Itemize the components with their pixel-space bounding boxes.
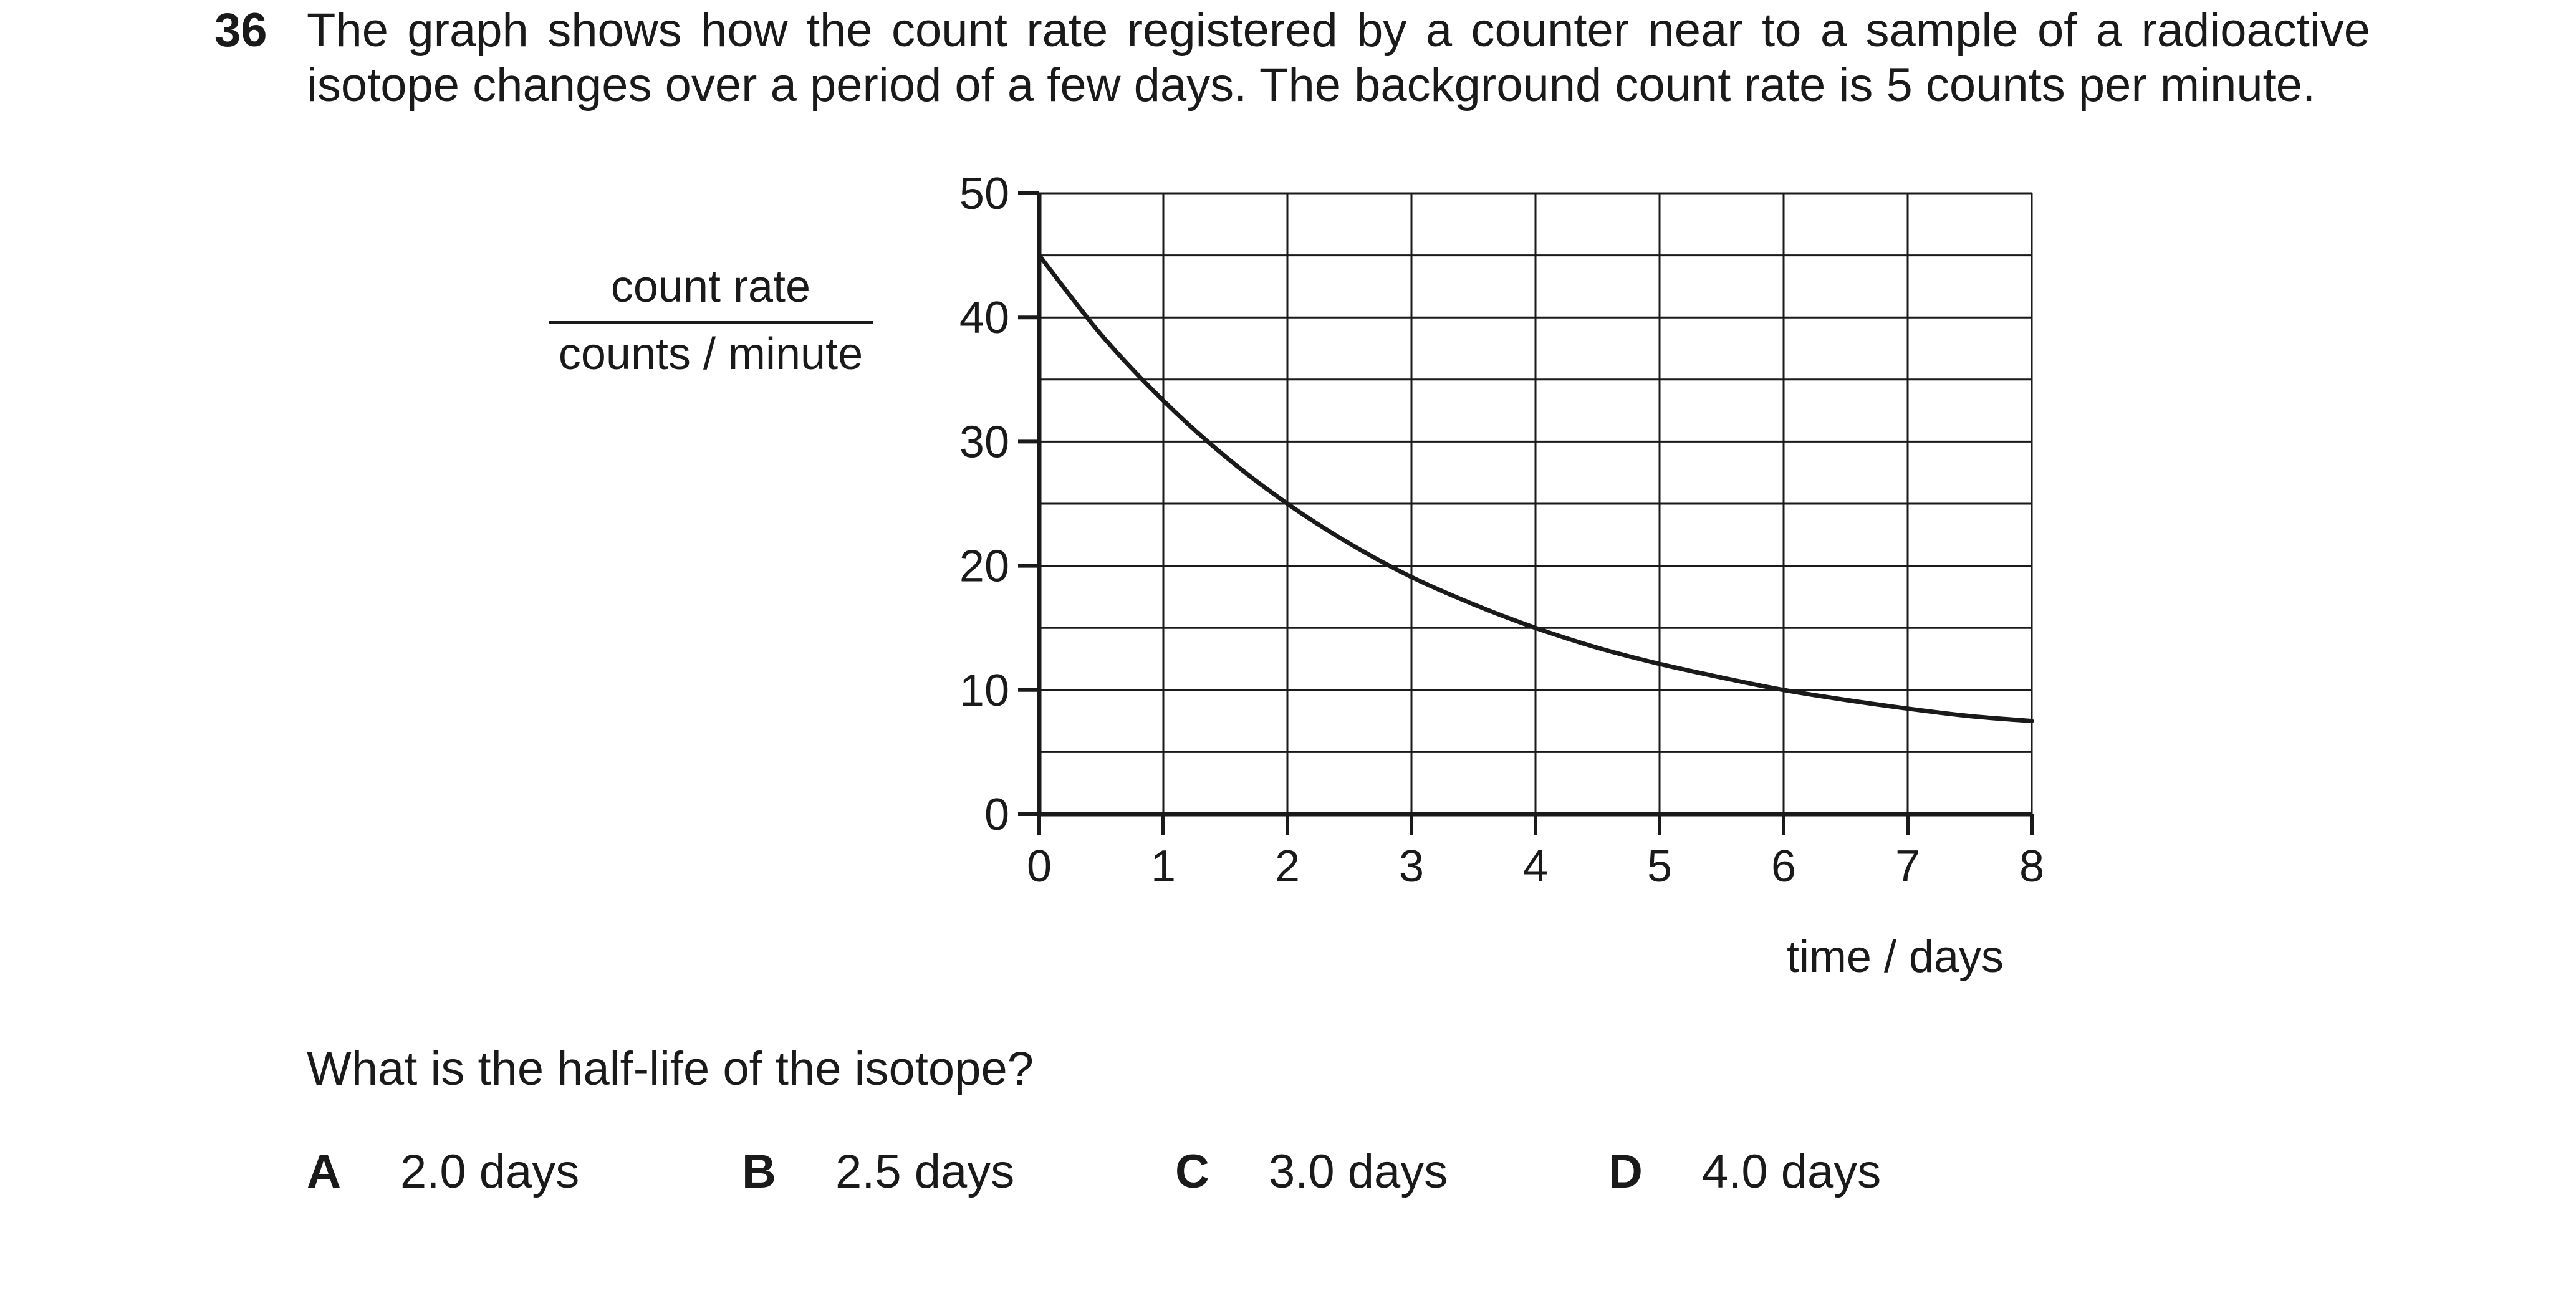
x-tick-label: 5	[1647, 842, 1672, 891]
option-c-letter: C	[1175, 1145, 1209, 1198]
y-tick-label: 50	[959, 169, 1009, 219]
x-tick-label: 1	[1151, 842, 1176, 891]
option-b[interactable]: B 2.5 days	[742, 1144, 1014, 1200]
option-d[interactable]: D 4.0 days	[1608, 1144, 1881, 1200]
x-tick-label: 2	[1275, 842, 1300, 891]
y-tick-label: 30	[959, 417, 1009, 467]
y-axis-label-unit: counts / minute	[558, 329, 863, 379]
stem-line-2: isotope changes over a period of a few d…	[307, 59, 2316, 112]
y-tick-label: 40	[959, 293, 1009, 343]
decay-curve	[1037, 253, 2034, 724]
option-b-letter: B	[742, 1145, 776, 1198]
option-a-text: 2.0 days	[400, 1145, 580, 1198]
option-d-text: 4.0 days	[1702, 1145, 1882, 1198]
y-tick-label: 20	[959, 542, 1009, 592]
x-tick-label: 7	[1895, 842, 1920, 891]
y-axis-label-quantity: count rate	[549, 259, 873, 324]
question-number: 36	[214, 4, 267, 57]
y-axis-label: count rate counts / minute	[549, 259, 873, 382]
y-tick-label: 10	[959, 666, 1009, 716]
option-c[interactable]: C 3.0 days	[1175, 1144, 1448, 1200]
y-tick-label: 0	[984, 790, 1009, 840]
option-a-letter: A	[307, 1145, 341, 1198]
x-tick-label: 3	[1399, 842, 1424, 891]
option-a[interactable]: A 2.0 days	[307, 1144, 579, 1200]
question-stem: The graph shows how the count rate regis…	[307, 3, 2370, 113]
x-tick-label: 6	[1771, 842, 1796, 891]
option-c-text: 3.0 days	[1269, 1145, 1448, 1198]
x-tick-label: 0	[1027, 842, 1052, 891]
x-tick-label: 8	[2019, 842, 2044, 891]
question-prompt: What is the half-life of the isotope?	[307, 1042, 1034, 1095]
option-d-letter: D	[1608, 1145, 1643, 1198]
stem-line-1: The graph shows how the count rate regis…	[307, 4, 2370, 57]
x-tick-label: 4	[1523, 842, 1548, 891]
option-b-text: 2.5 days	[835, 1145, 1015, 1198]
x-axis-label: time / days	[1786, 932, 2004, 982]
